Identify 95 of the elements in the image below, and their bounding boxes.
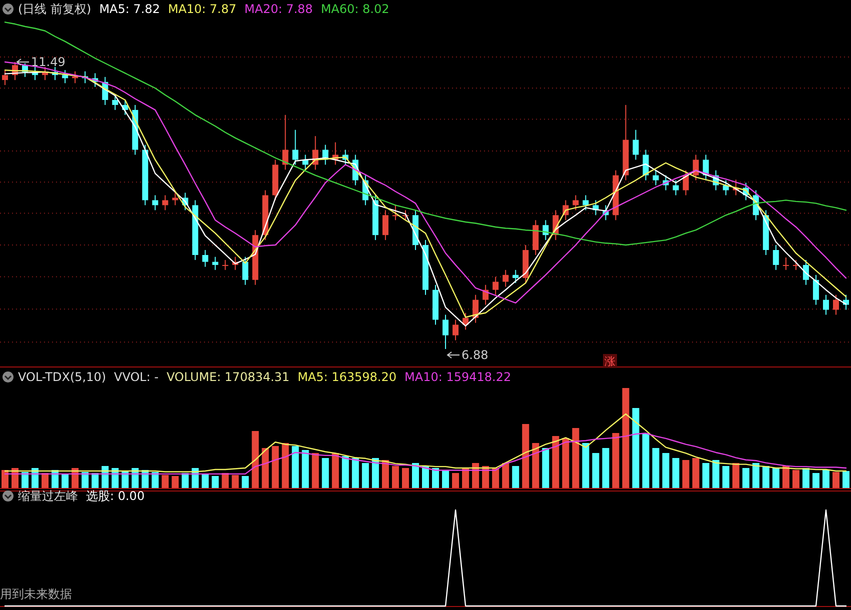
bar [312, 453, 319, 488]
text: VOLUME: 170834.31 [166, 370, 290, 384]
bar [212, 476, 219, 488]
bar [492, 468, 500, 488]
bar [292, 446, 299, 488]
bar [62, 474, 69, 488]
bar [342, 456, 349, 488]
bar [722, 466, 730, 488]
bar [392, 466, 399, 488]
bar [812, 473, 820, 488]
bar [172, 476, 179, 488]
text: MA20: 7.88 [244, 2, 313, 16]
bar [682, 460, 690, 488]
annotation: 用到未来数据 [0, 587, 72, 601]
bar [422, 466, 429, 488]
bar [412, 463, 419, 488]
bar [132, 468, 139, 488]
bar [742, 468, 750, 488]
bar [782, 466, 790, 488]
text: 选股: 0.00 [86, 489, 145, 503]
bar [832, 472, 840, 488]
bar [582, 443, 590, 488]
bar [72, 468, 79, 488]
bar [122, 471, 129, 488]
chart-title: VOL-TDX(5,10) [18, 370, 106, 384]
bar [772, 468, 780, 488]
bar [152, 472, 159, 488]
bar [282, 443, 289, 488]
bar [502, 463, 510, 488]
bar [672, 458, 680, 488]
bar [542, 448, 550, 488]
bar [12, 468, 19, 488]
bar [442, 470, 450, 488]
bar [262, 448, 269, 488]
bar [562, 438, 570, 488]
bar [242, 476, 249, 488]
text: MA5: 163598.20 [298, 370, 397, 384]
bar [252, 431, 259, 488]
bar [32, 468, 39, 488]
bar [732, 463, 740, 488]
bar [642, 433, 650, 488]
bar [352, 458, 359, 488]
bar [622, 388, 630, 488]
text: MA10: 159418.22 [404, 370, 512, 384]
bar [22, 472, 29, 488]
bar [712, 460, 720, 488]
chart-title: 缩量过左峰 [18, 489, 78, 503]
bar [332, 453, 339, 488]
bar [632, 408, 640, 488]
annotation: 11.49 [31, 55, 66, 69]
bar [432, 468, 440, 488]
bar [182, 473, 189, 488]
text: MA10: 7.87 [168, 2, 236, 16]
bar [272, 446, 279, 488]
bar [752, 463, 760, 488]
bar [202, 474, 209, 488]
bar [822, 470, 830, 488]
bar [452, 473, 460, 488]
bar [602, 448, 610, 488]
bar [372, 458, 379, 488]
bar [512, 466, 520, 488]
bar [652, 448, 660, 488]
bar [112, 468, 119, 488]
bar [792, 470, 800, 488]
text: MA60: 8.02 [320, 2, 390, 16]
bar [572, 428, 580, 488]
bar [592, 453, 600, 488]
bar [102, 466, 109, 488]
bar [692, 458, 700, 488]
bar [382, 460, 389, 488]
bar [322, 458, 329, 488]
bar [302, 450, 309, 488]
bar [462, 468, 470, 488]
bar [162, 475, 169, 488]
bar [532, 443, 540, 488]
bar [522, 424, 530, 488]
bar [662, 453, 670, 488]
bar [2, 470, 9, 488]
text: MA5: 7.82 [99, 2, 160, 16]
chart-subtitle: VVOL: - [114, 370, 159, 384]
bar [362, 463, 369, 488]
bar [552, 436, 560, 488]
bar [82, 472, 89, 488]
bar [222, 473, 229, 488]
bar [232, 475, 239, 488]
bar [802, 468, 810, 488]
bar [762, 466, 770, 488]
bar [402, 468, 409, 488]
annotation: 6.88 [462, 348, 488, 362]
bar [92, 473, 99, 488]
bar [612, 433, 620, 488]
chart-title: (日线 前复权) [18, 2, 92, 16]
bar [842, 471, 850, 488]
bar [702, 463, 710, 488]
bar [42, 473, 49, 488]
